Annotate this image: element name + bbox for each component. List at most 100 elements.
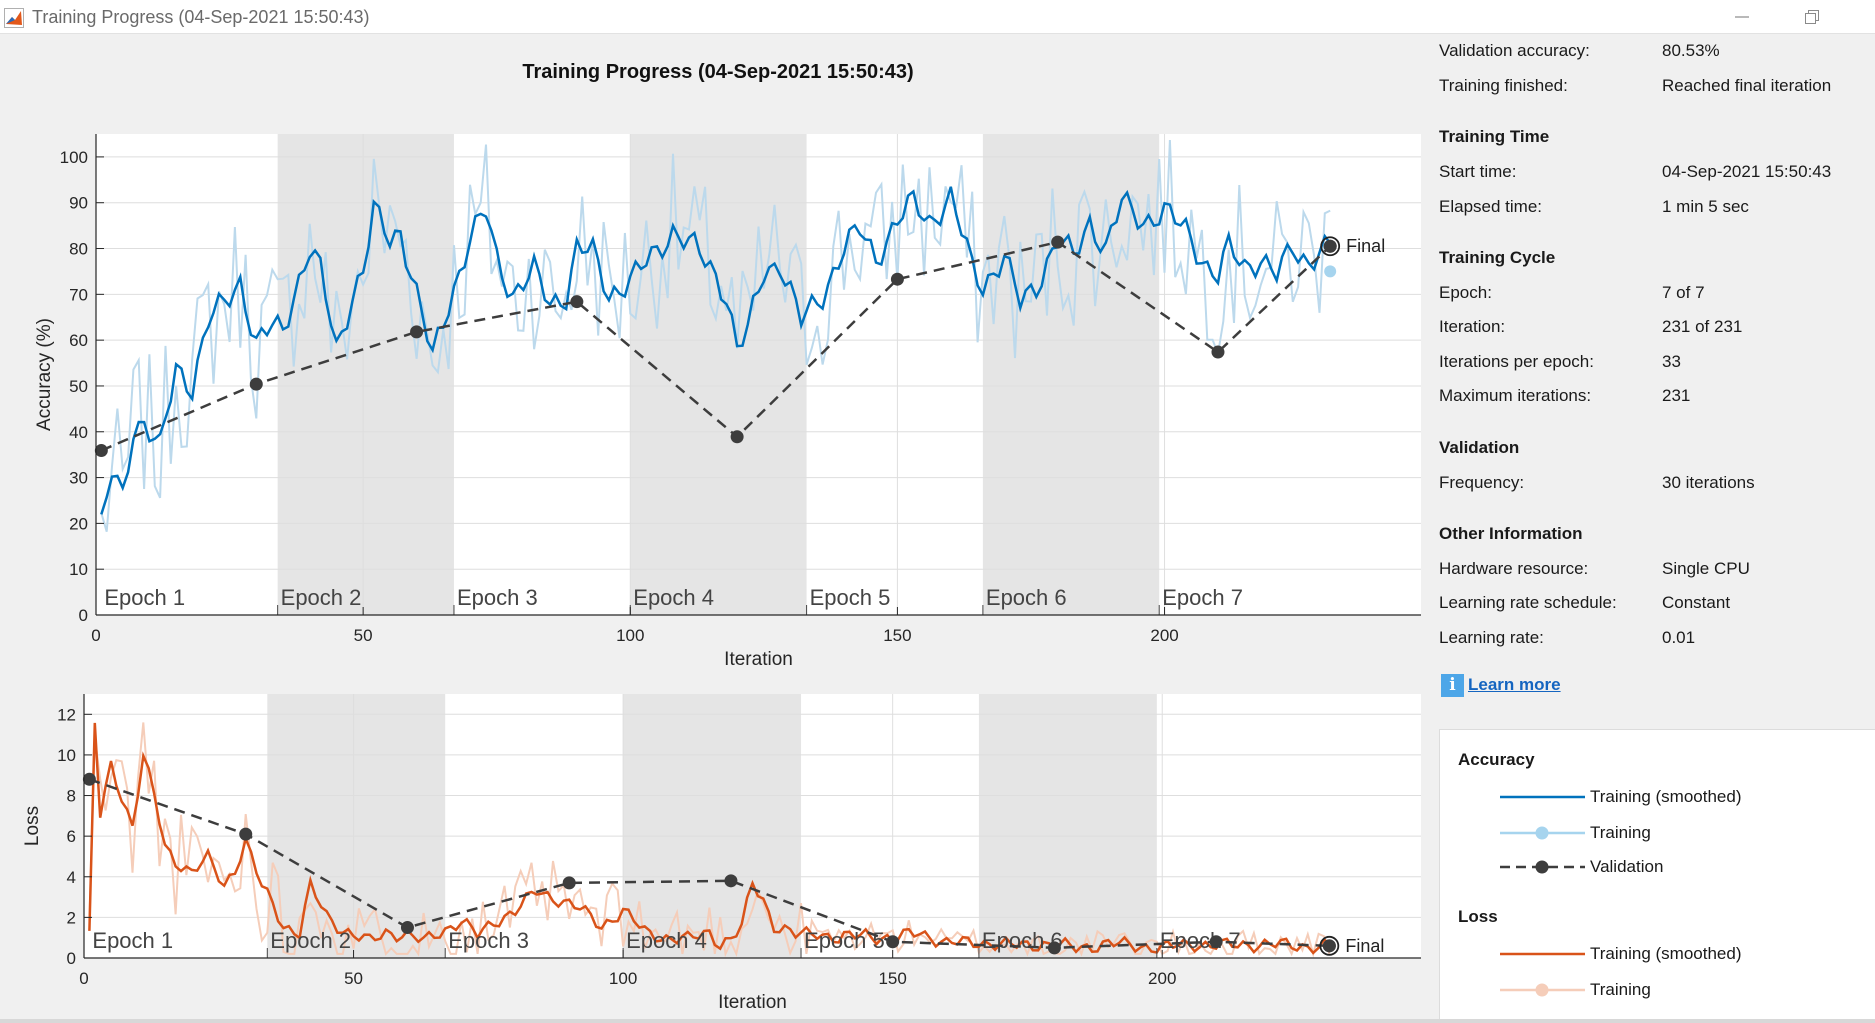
legend-label: Training (smoothed) xyxy=(1590,944,1742,963)
validation-point xyxy=(886,935,900,949)
y-tick-label: 0 xyxy=(79,606,88,625)
legend-accuracy-heading: Accuracy xyxy=(1458,750,1535,769)
x-tick-label: 50 xyxy=(354,626,373,645)
epoch-label: Epoch 4 xyxy=(633,585,714,610)
accuracy-plot: Epoch 1 Epoch 2 Epoch 3 Epoch 4 Epoch 5 Epoch… xyxy=(34,134,1421,670)
restore-icon xyxy=(1805,10,1819,24)
chart-title: Training Progress (04-Sep-2021 15:50:43) xyxy=(522,61,913,83)
training-time-heading: Training Time xyxy=(1439,127,1550,146)
info-key: Maximum iterations: xyxy=(1439,386,1592,405)
epoch-band xyxy=(630,134,807,615)
y-tick-label: 50 xyxy=(69,377,88,396)
validation-point xyxy=(94,444,108,458)
info-icon: i xyxy=(1441,673,1464,697)
epoch-label: Epoch 1 xyxy=(104,585,185,610)
legend-dashed-dot-icon xyxy=(1500,860,1585,874)
epoch-label: Epoch 7 xyxy=(1160,928,1241,953)
legend-line-icon xyxy=(1500,795,1585,799)
validation-point xyxy=(239,827,253,841)
info-value: 04-Sep-2021 15:50:43 xyxy=(1662,162,1832,181)
info-key: Hardware resource: xyxy=(1439,559,1589,578)
legend-label: Training (smoothed) xyxy=(1590,787,1742,806)
y-axis-label: Accuracy (%) xyxy=(34,318,55,431)
info-panel: Validation accuracy: 80.53% Training fin… xyxy=(1425,34,1875,1023)
x-tick-label: 0 xyxy=(91,626,100,645)
training-cycle-heading: Training Cycle xyxy=(1439,248,1556,267)
y-tick-label: 4 xyxy=(67,868,76,887)
legend-line-dot-icon xyxy=(1500,826,1585,840)
x-tick-label: 0 xyxy=(79,969,88,988)
info-value: Constant xyxy=(1662,593,1731,612)
training-plots: Training Progress (04-Sep-2021 15:50:43)… xyxy=(22,61,1421,1013)
x-tick-label: 100 xyxy=(616,626,644,645)
training-raw-series xyxy=(100,140,1331,532)
validation-point xyxy=(249,377,263,391)
epoch-band xyxy=(978,694,1157,958)
loss-plot: Epoch 1 Epoch 2 Epoch 3 Epoch 4 Epoch 5 Epoch… xyxy=(22,694,1421,1013)
window-bottom-edge xyxy=(0,1019,1875,1023)
validation-point xyxy=(82,772,96,786)
minimize-button[interactable] xyxy=(1720,0,1764,34)
info-key: Frequency: xyxy=(1439,473,1525,492)
legend-label: Training xyxy=(1590,980,1651,999)
y-axis-label: Loss xyxy=(22,806,43,846)
y-tick-label: 20 xyxy=(69,514,88,533)
minimize-icon xyxy=(1735,16,1749,18)
info-key: Start time: xyxy=(1439,162,1517,181)
epoch-label: Epoch 2 xyxy=(281,585,362,610)
y-tick-label: 60 xyxy=(69,331,88,350)
info-key: Elapsed time: xyxy=(1439,197,1542,216)
epoch-label: Epoch 2 xyxy=(270,928,351,953)
matlab-app-icon xyxy=(4,8,24,28)
epoch-label: Epoch 3 xyxy=(457,585,538,610)
y-tick-label: 2 xyxy=(67,908,76,927)
legend-line-icon xyxy=(1500,952,1585,956)
y-tick-label: 10 xyxy=(57,746,76,765)
legend-line-dot-icon xyxy=(1500,983,1585,997)
epoch-label: Epoch 5 xyxy=(804,928,885,953)
info-value: 1 min 5 sec xyxy=(1662,197,1749,216)
epoch-label: Epoch 7 xyxy=(1162,585,1243,610)
validation-heading: Validation xyxy=(1439,438,1520,457)
training-raw-series xyxy=(88,722,1331,958)
y-tick-label: 90 xyxy=(69,194,88,213)
x-tick-label: 200 xyxy=(1148,969,1176,988)
other-information-heading: Other Information xyxy=(1439,524,1583,543)
learn-more-text[interactable]: Learn more xyxy=(1468,675,1561,694)
legend-label: Validation xyxy=(1590,857,1664,876)
info-value: 33 xyxy=(1662,352,1681,371)
y-tick-label: 70 xyxy=(69,285,88,304)
training-smoothed-series xyxy=(100,186,1332,515)
validation-point xyxy=(400,921,414,935)
validation-point xyxy=(570,295,584,309)
info-value: Reached final iteration xyxy=(1662,76,1832,95)
validation-point xyxy=(730,430,744,444)
validation-point xyxy=(1211,345,1225,359)
validation-point xyxy=(410,325,424,339)
info-key: Iterations per epoch: xyxy=(1439,352,1594,371)
final-training-point xyxy=(1324,265,1337,278)
info-value: 0.01 xyxy=(1662,628,1696,647)
final-label: Final xyxy=(1346,236,1385,256)
final-label: Final xyxy=(1345,936,1384,956)
x-tick-label: 200 xyxy=(1150,626,1178,645)
y-tick-label: 12 xyxy=(57,705,76,724)
validation-point xyxy=(1209,935,1223,949)
y-tick-label: 6 xyxy=(67,827,76,846)
learn-more-link[interactable]: i Learn more xyxy=(1441,672,1561,698)
x-axis-label: Iteration xyxy=(724,649,793,670)
y-tick-label: 8 xyxy=(67,787,76,806)
title-bar: Training Progress (04-Sep-2021 15:50:43) xyxy=(0,0,1875,34)
validation-point xyxy=(890,272,904,286)
validation-series xyxy=(88,778,1330,950)
y-tick-label: 80 xyxy=(69,240,88,259)
x-tick-label: 150 xyxy=(878,969,906,988)
legend-box: Accuracy Training (smoothed) Training Va… xyxy=(1439,729,1875,1023)
info-key: Validation accuracy: xyxy=(1439,41,1590,60)
restore-button[interactable] xyxy=(1790,0,1834,34)
final-marker xyxy=(1319,935,1340,956)
epoch-label: Epoch 6 xyxy=(986,585,1067,610)
info-key: Learning rate: xyxy=(1439,628,1544,647)
plots-area: Training Progress (04-Sep-2021 15:50:43)… xyxy=(0,34,1425,1023)
info-key: Training finished: xyxy=(1439,76,1568,95)
